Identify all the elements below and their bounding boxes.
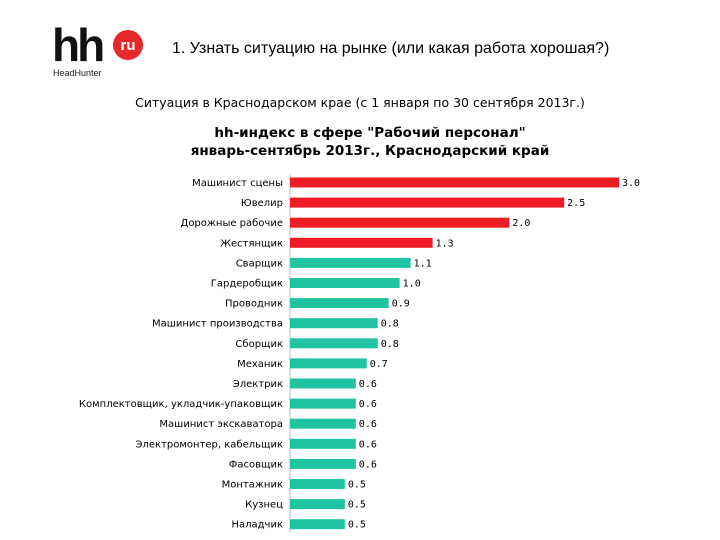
bar <box>290 217 510 228</box>
category-label: Электрик <box>233 379 283 390</box>
category-label: Комплектовщик, укладчик-упаковщик <box>79 399 283 410</box>
category-label: Электромонтер, кабельщик <box>136 439 283 450</box>
category-label: Наладчик <box>231 520 283 531</box>
value-label: 0.8 <box>381 339 399 350</box>
category-label: Жестянщик <box>220 238 283 249</box>
logo-subtitle: HeadHunter <box>53 68 102 78</box>
value-label: 0.8 <box>381 319 399 330</box>
value-label: 1.1 <box>414 258 432 269</box>
bar <box>290 278 400 288</box>
bar <box>290 519 345 530</box>
bar <box>290 458 356 469</box>
value-label: 0.6 <box>359 379 377 390</box>
bar <box>290 378 356 389</box>
category-label: Гардеробщик <box>211 279 283 290</box>
logo-ru-badge: ru <box>113 30 143 60</box>
category-label: Проводник <box>225 299 283 310</box>
value-label: 2.5 <box>567 198 585 209</box>
bar <box>290 257 411 268</box>
chart-title: hh-индекс в сфере "Рабочий персонал" янв… <box>0 124 720 160</box>
category-label: Фасовщик <box>229 459 283 470</box>
bar <box>290 318 378 329</box>
bar <box>290 237 433 248</box>
value-label: 0.6 <box>359 399 377 410</box>
category-label: Сварщик <box>236 258 283 269</box>
value-label: 0.9 <box>392 299 410 310</box>
value-label: 1.0 <box>403 279 421 290</box>
category-label: Механик <box>237 359 283 370</box>
value-label: 3.0 <box>622 178 640 189</box>
chart-title-line2: январь-сентябрь 2013г., Краснодарский кр… <box>190 143 550 159</box>
bar <box>290 499 345 510</box>
logo-hh-text: hh <box>52 19 105 71</box>
value-label: 0.6 <box>359 419 377 430</box>
chart-subtitle: Ситуация в Краснодарском крае (с 1 январ… <box>135 95 585 110</box>
page-title: 1. Узнать ситуацию на рынке (или какая р… <box>172 40 610 57</box>
bar <box>290 197 565 208</box>
category-label: Монтажник <box>222 480 283 491</box>
value-label: 1.3 <box>436 238 454 249</box>
category-label: Ювелир <box>241 198 283 209</box>
category-label: Кузнец <box>245 500 283 511</box>
bar <box>290 398 356 409</box>
chart-title-line1: hh-индекс в сфере "Рабочий персонал" <box>214 125 526 141</box>
bar <box>290 358 367 369</box>
category-label: Машинист сцены <box>192 178 283 189</box>
headhunter-logo: hh ru HeadHunter <box>52 22 144 80</box>
value-label: 2.0 <box>512 218 530 229</box>
value-label: 0.7 <box>370 359 388 370</box>
category-label: Машинист производства <box>152 319 283 330</box>
value-label: 0.5 <box>348 500 366 511</box>
category-label: Дорожные рабочие <box>181 218 284 229</box>
bar <box>290 177 619 188</box>
value-label: 0.5 <box>348 480 366 491</box>
bar <box>290 338 378 349</box>
chart-bars: Машинист сцены 3.0 Ювелир 2.5 Дорожные рабоч… <box>79 177 640 531</box>
bar <box>290 418 356 429</box>
bar <box>290 479 345 489</box>
bar <box>290 438 356 449</box>
value-label: 0.6 <box>359 439 377 450</box>
category-label: Машинист экскаватора <box>159 419 283 430</box>
value-label: 0.5 <box>348 520 366 531</box>
bar <box>290 298 389 309</box>
value-label: 0.6 <box>359 459 377 470</box>
category-label: Сборщик <box>235 339 283 350</box>
